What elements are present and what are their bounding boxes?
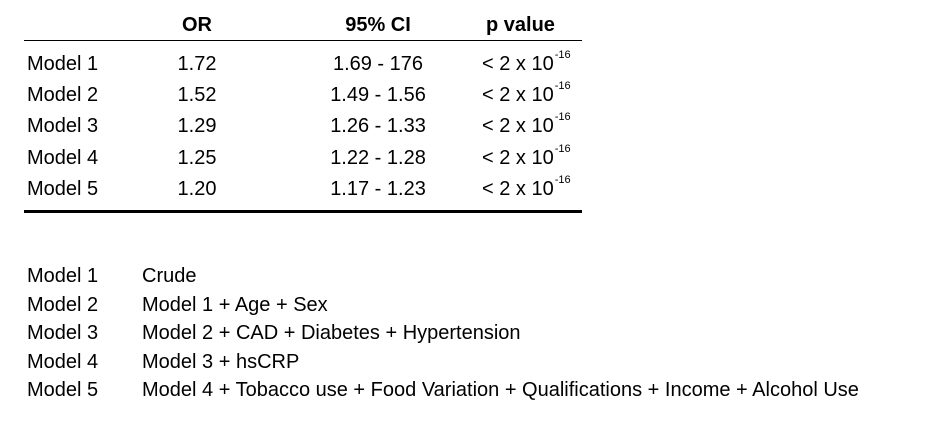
p-value-exponent: -16	[554, 173, 571, 186]
header-p-value: p value	[486, 14, 555, 36]
p-value-base: < 2 x 10	[482, 177, 554, 200]
confidence-interval-value: 1.17 - 1.23	[330, 177, 426, 200]
legend-model-name: Model 5	[27, 379, 99, 401]
odds-ratio-value: 1.72	[177, 53, 217, 75]
odds-ratio-value: 1.29	[177, 115, 217, 138]
p-value-exponent: -16	[554, 49, 571, 61]
table-bottom-rule	[24, 210, 582, 213]
legend-model-description: Model 3 + hsCRP	[142, 350, 300, 373]
header-95-ci: 95% CI	[345, 14, 411, 36]
row-model-label: Model 2	[27, 84, 99, 107]
p-value: < 2 x 10-16	[482, 111, 571, 141]
legend-model-name: Model 4	[27, 350, 99, 373]
row-model-label: Model 1	[27, 53, 99, 75]
row-model-label: Model 4	[27, 146, 99, 169]
row-model-label: Model 5	[27, 177, 99, 200]
p-value: < 2 x 10-16	[482, 49, 571, 79]
odds-ratio-value: 1.52	[177, 84, 217, 107]
legend-model-description: Model 4 + Tobacco use + Food Variation +…	[142, 379, 859, 401]
legend-model-name: Model 3	[27, 322, 99, 344]
p-value: < 2 x 10-16	[482, 80, 571, 110]
legend-model-description: Crude	[142, 265, 197, 287]
header-rule	[24, 40, 582, 41]
row-model-label: Model 3	[27, 115, 99, 138]
p-value-base: < 2 x 10	[482, 84, 554, 107]
p-value: < 2 x 10-16	[482, 173, 571, 204]
p-value-base: < 2 x 10	[482, 53, 554, 75]
p-value: < 2 x 10-16	[482, 142, 571, 173]
legend-model-description: Model 1 + Age + Sex	[142, 293, 328, 316]
confidence-interval-value: 1.26 - 1.33	[330, 115, 426, 138]
p-value-exponent: -16	[554, 142, 571, 155]
legend-model-name: Model 2	[27, 293, 99, 316]
p-value-base: < 2 x 10	[482, 115, 554, 138]
p-value-exponent: -16	[554, 111, 571, 124]
legend-model-description: Model 2 + CAD + Diabetes + Hypertension	[142, 322, 521, 344]
confidence-interval-value: 1.69 - 176	[332, 53, 424, 75]
confidence-interval-value: 1.49 - 1.56	[330, 84, 426, 107]
odds-ratio-value: 1.20	[177, 177, 217, 200]
odds-ratio-value: 1.25	[177, 146, 217, 169]
results-table: OR 95% CI p value Model 1 1.72 1.69 - 176 <…	[24, 0, 582, 214]
header-or: OR	[182, 14, 212, 36]
confidence-interval-value: 1.22 - 1.28	[330, 146, 426, 169]
p-value-exponent: -16	[554, 80, 571, 93]
p-value-base: < 2 x 10	[482, 146, 554, 169]
legend-model-name: Model 1	[27, 265, 99, 287]
